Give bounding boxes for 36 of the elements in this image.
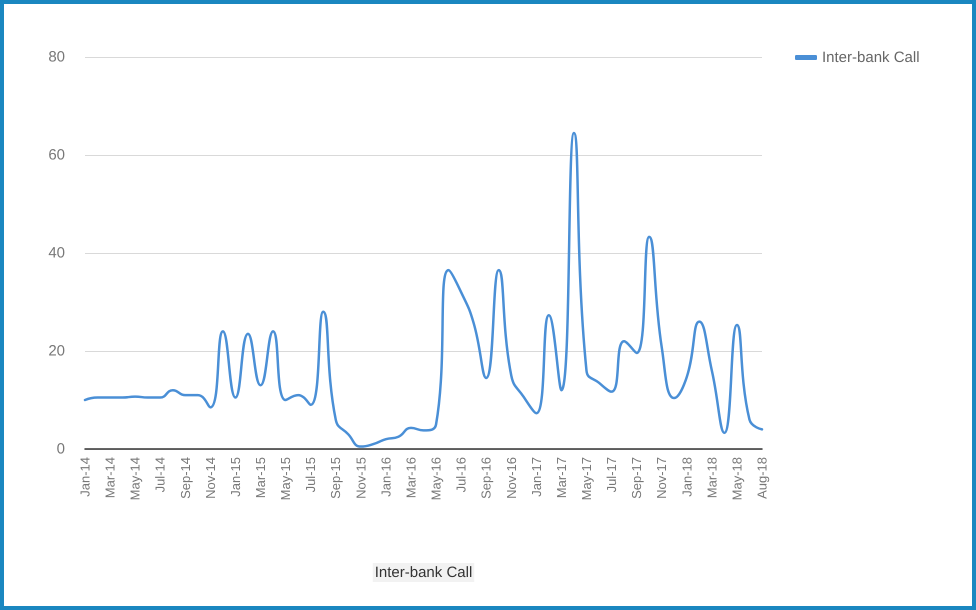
y-tick-label: 0 [56,440,65,458]
x-tick-label: Mar-17 [554,457,569,498]
x-tick-label: May-18 [729,457,744,500]
x-tick-label: Jul-17 [604,457,620,492]
x-tick-label: May-15 [278,457,294,500]
x-tick-label: Jan-18 [679,457,694,497]
x-tick-label: May-14 [128,457,143,500]
line-series [84,132,764,448]
x-tick-label: Nov-16 [504,457,519,499]
x-tick-label: Jul-16 [454,457,469,492]
x-tick-label: Sep-15 [328,457,344,499]
y-tick-label: 40 [48,244,65,262]
x-tick-label: May-16 [428,457,444,500]
x-tick-label: Nov-15 [353,457,368,499]
x-tick-label: Jan-17 [528,457,544,497]
x-tick-label: Nov-17 [654,457,670,499]
x-tick-label: May-17 [578,457,594,500]
x-tick-label: Jan-15 [228,457,243,497]
x-tick-label: Mar-18 [704,457,720,498]
y-tick-label: 20 [48,342,65,360]
x-tick-label: Jul-15 [303,457,318,492]
x-axis-title: Inter-bank Call [374,564,472,581]
x-tick-label: Mar-14 [102,457,118,498]
x-tick-label: Aug-18 [754,457,770,499]
legend-label: Inter-bank Call [822,49,920,66]
x-tick-label: Jan-16 [378,457,394,497]
x-tick-label: Mar-16 [403,457,418,498]
x-tick-label: Nov-14 [202,457,218,499]
x-tick-label: Mar-15 [253,457,268,498]
x-tick-label: Sep-16 [478,457,494,499]
x-tick-label: Jul-14 [152,457,168,492]
x-tick-label: Jan-14 [78,457,92,497]
x-tick-label: Sep-17 [629,457,644,499]
y-tick-label: 60 [48,146,65,164]
y-tick-label: 80 [48,48,65,66]
x-tick-label: Sep-14 [178,457,193,499]
